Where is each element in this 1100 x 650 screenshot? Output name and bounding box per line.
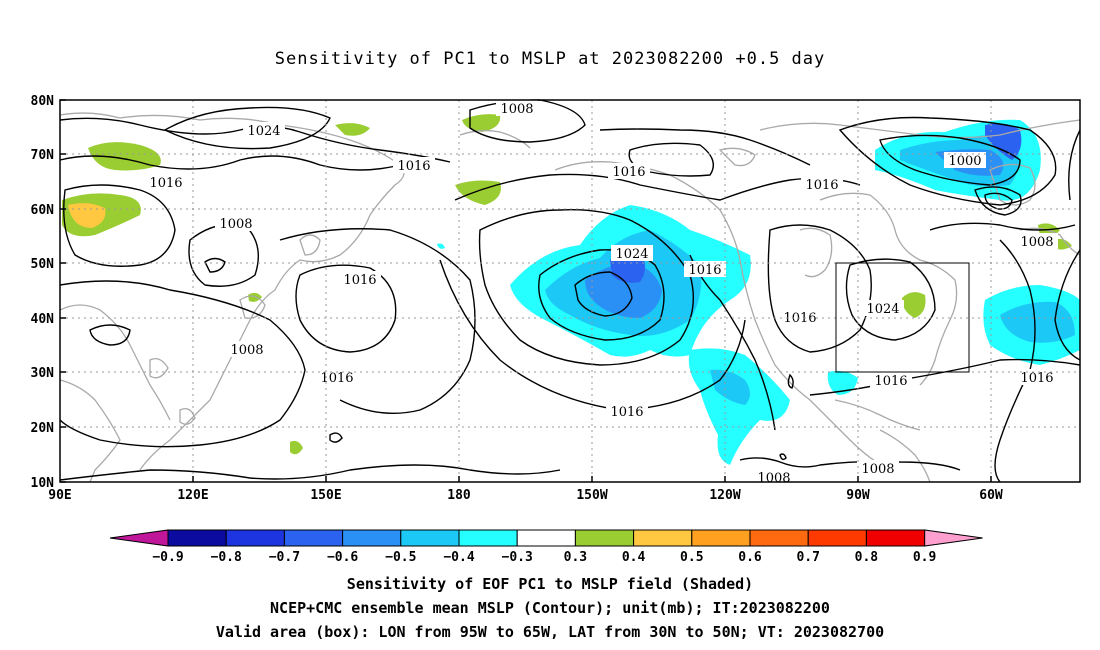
latitude-labels: 80N 70N 60N 50N 40N 30N 20N 10N	[31, 94, 55, 491]
lat-label: 10N	[31, 476, 55, 491]
colorbar-label: 0.7	[796, 550, 819, 565]
contour-labels: 1008 1024 1016 1016 1016 1016 1000 1008 …	[145, 100, 1058, 486]
colorbar-label: −0.5	[385, 550, 416, 565]
contour-label: 1008	[861, 462, 894, 477]
colorbar-swatch	[167, 529, 227, 547]
colorbar-swatch	[283, 529, 344, 547]
axis-ticks	[60, 99, 992, 483]
colorbar-label: −0.7	[269, 550, 300, 565]
colorbar: −0.9 −0.8 −0.7 −0.6 −0.5 −0.4 −0.3 0.3 0.4 0.5 0.6…	[109, 529, 983, 565]
lat-label: 20N	[31, 421, 55, 436]
colorbar-low-end	[109, 529, 169, 547]
colorbar-swatch	[225, 529, 285, 547]
colorbar-swatch	[865, 529, 926, 547]
lat-label: 40N	[31, 312, 55, 327]
lon-label: 120E	[177, 488, 208, 503]
gridlines	[60, 100, 1080, 482]
colorbar-swatch	[633, 529, 693, 547]
contour-label: 1016	[874, 374, 907, 389]
colorbar-high-end	[924, 529, 983, 547]
colorbar-swatch	[574, 529, 635, 547]
contour-label: 1016	[688, 263, 721, 278]
colorbar-swatch	[807, 529, 867, 547]
contour-label: 1016	[610, 405, 643, 420]
colorbar-swatch	[458, 529, 518, 547]
lon-label: 90W	[846, 488, 870, 503]
contour-label: 1016	[1020, 371, 1053, 386]
colorbar-label: 0.8	[855, 550, 879, 565]
colorbar-swatch	[691, 529, 751, 547]
lon-label: 120W	[709, 488, 740, 503]
lat-label: 70N	[31, 148, 55, 163]
lat-label: 50N	[31, 257, 55, 272]
contour-label: 1008	[230, 343, 263, 358]
colorbar-label: −0.3	[502, 550, 533, 565]
plot-frame	[59, 99, 1081, 483]
colorbar-swatch	[400, 529, 460, 547]
caption-line-1: Sensitivity of EOF PC1 to MSLP field (Sh…	[346, 575, 754, 593]
caption-line-2: NCEP+CMC ensemble mean MSLP (Contour); u…	[270, 599, 830, 617]
colorbar-label: −0.6	[327, 550, 358, 565]
colorbar-label: −0.8	[211, 550, 242, 565]
colorbar-label: 0.3	[564, 550, 587, 565]
contour-label: 1024	[615, 247, 648, 262]
map-title: Sensitivity of PC1 to MSLP at 2023082200…	[274, 49, 826, 69]
colorbar-swatch	[342, 529, 402, 547]
contour-label: 1016	[149, 176, 182, 191]
contour-label: 1016	[612, 165, 645, 180]
colorbar-label: 0.9	[913, 550, 936, 565]
lat-label: 80N	[31, 94, 55, 109]
lon-label: 60W	[979, 488, 1003, 503]
contour-label: 1000	[948, 154, 981, 169]
colorbar-swatch	[749, 529, 809, 547]
contour-label: 1016	[397, 159, 430, 174]
colorbar-label: −0.4	[443, 550, 474, 565]
contour-label: 1008	[219, 217, 252, 232]
contour-label: 1016	[343, 273, 376, 288]
contour-label: 1024	[866, 302, 899, 317]
caption-line-3: Valid area (box): LON from 95W to 65W, L…	[215, 623, 885, 641]
colorbar-swatch	[516, 529, 576, 547]
colorbar-label: −0.9	[152, 550, 183, 565]
lat-label: 60N	[31, 203, 55, 218]
contour-label: 1008	[500, 102, 533, 117]
contour-label: 1008	[1020, 235, 1053, 250]
valid-area-box	[835, 262, 970, 373]
contour-label: 1024	[247, 124, 280, 139]
lon-label: 150W	[576, 488, 607, 503]
longitude-labels: 90E 120E 150E 180 150W 120W 90W 60W	[48, 488, 1003, 503]
lon-label: 90E	[48, 488, 71, 503]
lat-label: 30N	[31, 366, 55, 381]
lon-label: 150E	[310, 488, 341, 503]
colorbar-label: 0.5	[680, 550, 703, 565]
contour-label: 1016	[320, 371, 353, 386]
lon-label: 180	[447, 488, 471, 503]
colorbar-label: 0.6	[738, 550, 762, 565]
contour-label: 1016	[805, 178, 838, 193]
contour-label: 1008	[757, 471, 790, 486]
colorbar-label: 0.4	[622, 550, 646, 565]
